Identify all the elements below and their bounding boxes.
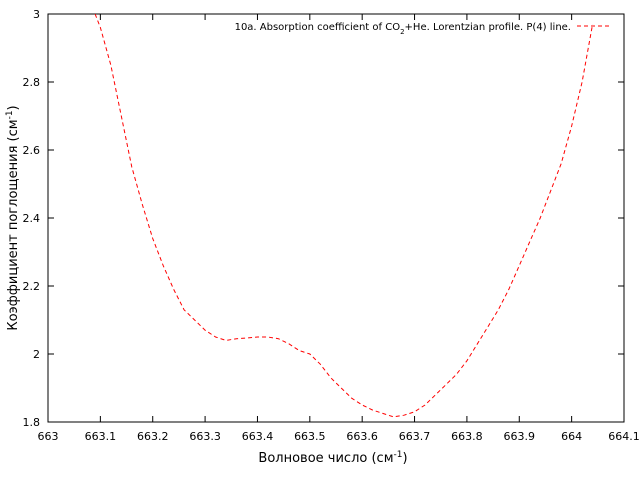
y-tick-label: 2.4 <box>23 212 41 225</box>
x-tick-label: 663.8 <box>451 430 483 443</box>
series-line <box>94 13 594 418</box>
y-tick-label: 1.8 <box>23 416 41 429</box>
x-tick-label: 663.7 <box>399 430 431 443</box>
x-tick-label: 663.2 <box>137 430 169 443</box>
x-tick-label: 663 <box>38 430 59 443</box>
y-tick-label: 2.8 <box>23 76 41 89</box>
plot-frame <box>47 13 625 423</box>
x-tick-label: 663.1 <box>85 430 117 443</box>
y-tick-label: 2.6 <box>23 144 41 157</box>
x-axis: 663 663.1 663.2 663.3 663.4 663.5 663.6 663.7 66… <box>38 14 640 443</box>
x-tick-label: 663.5 <box>294 430 326 443</box>
x-tick-label: 663.9 <box>504 430 536 443</box>
x-tick-label: 663.4 <box>242 430 274 443</box>
legend: 10a. Absorption coefficient of CO2+He. L… <box>235 22 610 36</box>
y-tick-label: 3 <box>33 8 40 21</box>
x-tick-label: 663.6 <box>346 430 378 443</box>
x-tick-label: 664.1 <box>608 430 640 443</box>
y-tick-label: 2 <box>33 348 40 361</box>
legend-label: 10a. Absorption coefficient of CO2+He. L… <box>235 22 571 36</box>
x-tick-label: 664 <box>561 430 582 443</box>
y-axis-label: Коэффициент поглощения (см-1) <box>5 105 21 330</box>
series-layer <box>94 13 594 418</box>
x-tick-label: 663.3 <box>189 430 221 443</box>
x-axis-label: Волновое число (см-1) <box>258 450 407 466</box>
y-axis: 1.8 2 2.2 2.4 2.6 2.8 3 <box>23 8 624 429</box>
y-tick-label: 2.2 <box>23 280 41 293</box>
